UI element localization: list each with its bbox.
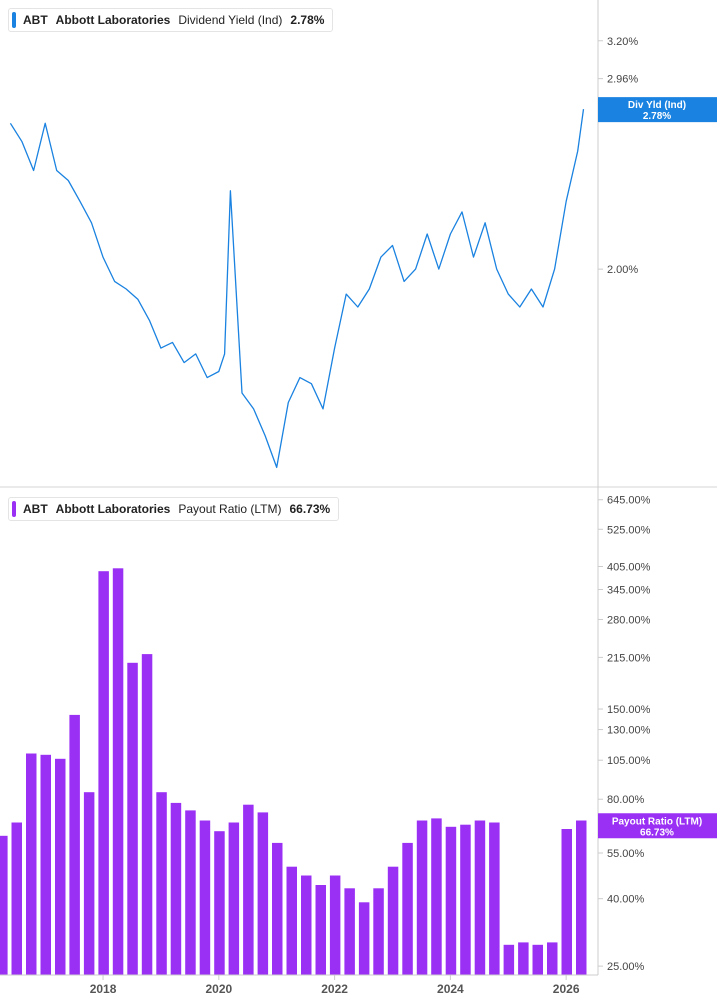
payout-ratio-bar (127, 662, 138, 975)
payout-ratio-bar (199, 820, 211, 975)
payout-ratio-legend[interactable]: ABT Abbott Laboratories Payout Ratio (LT… (8, 497, 340, 521)
payout-ratio-bar (489, 822, 500, 975)
payout-ratio-bar (286, 866, 297, 975)
y-tick-label: 150.00% (607, 704, 651, 716)
y-tick-label: 345.00% (607, 585, 651, 597)
payout-ratio-tag-value: 66.73% (640, 827, 674, 838)
y-tick-label: 130.00% (607, 725, 651, 737)
legend-metric: Payout Ratio (LTM) (178, 502, 282, 516)
x-tick-label: 2024 (437, 982, 464, 996)
payout-ratio-bar (416, 820, 428, 975)
payout-ratio-bar (83, 792, 95, 975)
payout-ratio-legend-swatch (12, 501, 16, 517)
y-tick-label: 40.00% (607, 894, 645, 906)
legend-metric: Dividend Yield (Ind) (178, 13, 283, 27)
payout-ratio-bar (69, 714, 80, 975)
legend-company: Abbott Laboratories (55, 502, 171, 516)
payout-ratio-bar (228, 822, 240, 975)
payout-ratio-bar (460, 824, 471, 975)
payout-ratio-bar (561, 829, 572, 975)
x-tick-label: 2022 (321, 982, 348, 996)
dividend-yield-tag-background (598, 97, 717, 123)
payout-ratio-tag-background (598, 813, 717, 839)
payout-ratio-bar (445, 826, 457, 975)
payout-ratio-bar (329, 875, 341, 975)
dividend-yield-legend-swatch (12, 12, 16, 28)
legend-ticker: ABT (23, 502, 48, 516)
payout-ratio-bar (272, 842, 283, 975)
legend-company: Abbott Laboratories (55, 13, 171, 27)
payout-ratio-bar (474, 820, 486, 975)
dividend-yield-legend[interactable]: ABT Abbott Laboratories Dividend Yield (… (8, 8, 334, 32)
payout-ratio-bar (156, 792, 167, 975)
payout-ratio-bar (532, 944, 543, 975)
y-tick-label: 280.00% (607, 614, 651, 626)
legend-value: 2.78% (290, 13, 325, 27)
dividend-yield-tag-value: 2.78% (643, 111, 671, 122)
payout-ratio-bar (170, 802, 182, 975)
payout-ratio-bar (112, 568, 124, 975)
payout-ratio-bar (55, 758, 66, 975)
legend-ticker: ABT (23, 13, 48, 27)
payout-ratio-tag-label: Payout Ratio (LTM) (612, 816, 702, 827)
x-tick-label: 2020 (205, 982, 232, 996)
legend-value: 66.73% (289, 502, 331, 516)
y-tick-label: 2.00% (607, 264, 638, 276)
dividend-yield-line (9, 109, 585, 469)
payout-ratio-bar (301, 875, 312, 975)
payout-ratio-bar (257, 812, 269, 975)
y-tick-label: 215.00% (607, 652, 651, 664)
dividend-yield-tag-label: Div Yld (Ind) (628, 100, 686, 111)
y-tick-label: 3.20% (607, 36, 638, 48)
payout-ratio-tag: Payout Ratio (LTM)66.73% (598, 813, 717, 839)
payout-ratio-bar (26, 753, 37, 975)
y-tick-label: 25.00% (607, 961, 645, 973)
payout-ratio-bar (11, 822, 22, 975)
payout-ratio-bar (373, 888, 384, 975)
payout-ratio-bar (214, 831, 225, 975)
y-tick-label: 645.00% (607, 495, 651, 507)
payout-ratio-bar (387, 866, 399, 975)
payout-ratio-bar (98, 571, 109, 975)
y-tick-label: 80.00% (607, 794, 645, 806)
payout-ratio-bar (185, 810, 196, 975)
payout-ratio-bar (503, 944, 515, 975)
x-tick-label: 2026 (553, 982, 580, 996)
payout-ratio-bar (243, 804, 254, 975)
payout-ratio-bar (344, 888, 355, 975)
payout-ratio-bar (402, 842, 413, 975)
payout-ratio-bar (547, 942, 558, 975)
payout-ratio-bar (315, 885, 326, 975)
y-tick-label: 55.00% (607, 848, 645, 860)
y-tick-label: 2.96% (607, 74, 638, 86)
payout-ratio-bar (40, 754, 51, 975)
payout-ratio-bar (518, 942, 529, 975)
payout-ratio-bar (358, 902, 370, 975)
payout-ratio-bar (431, 818, 442, 975)
y-tick-label: 525.00% (607, 524, 651, 536)
x-tick-label: 2018 (90, 982, 117, 996)
payout-ratio-bar (0, 835, 8, 975)
y-tick-label: 105.00% (607, 755, 651, 767)
payout-ratio-bar (141, 654, 153, 975)
y-tick-label: 405.00% (607, 562, 651, 574)
dividend-yield-tag: Div Yld (Ind)2.78% (598, 97, 717, 123)
payout-ratio-bar (576, 820, 587, 975)
